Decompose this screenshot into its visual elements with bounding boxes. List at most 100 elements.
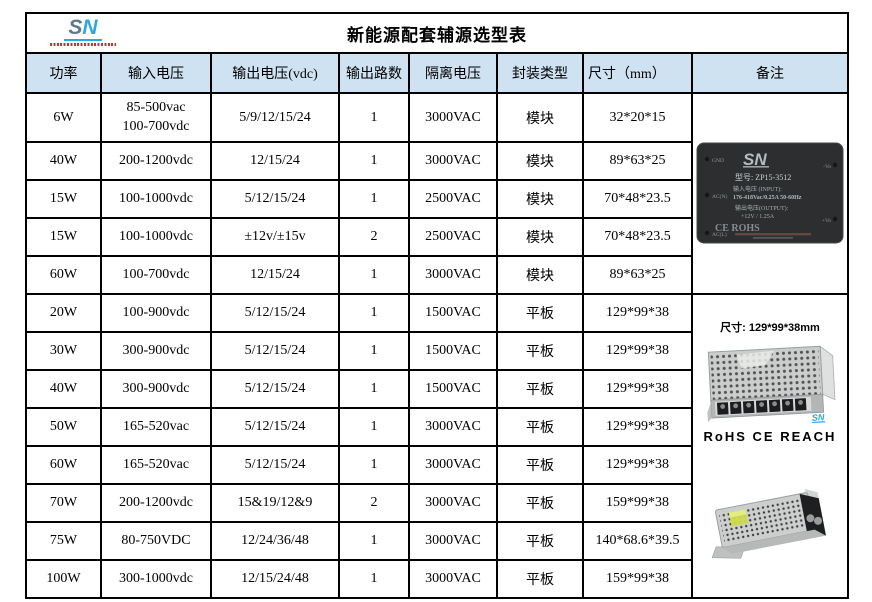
cell-isolation-voltage: 1500VAC: [408, 293, 498, 333]
table-row: 6W 85-500vac 100-700vdc 5/9/12/15/24 1 3…: [25, 92, 849, 295]
col-header-output-channels: 输出路数: [338, 52, 410, 94]
cell-package-type: 模块: [496, 179, 584, 219]
table-row: 75W 80-750VDC 12/24/36/48 1 3000VAC 平板 1…: [25, 521, 848, 561]
cell-input-voltage: 300-900vdc: [100, 331, 212, 371]
cell-output-channels: 2: [338, 483, 410, 523]
cell-power: 70W: [25, 483, 102, 523]
cell-output-voltage: 12/15/24/48: [210, 559, 340, 599]
cell-isolation-voltage: 3000VAC: [408, 141, 498, 181]
cell-package-type: 平板: [496, 331, 584, 371]
cell-output-voltage: 5/9/12/15/24: [210, 92, 340, 143]
svg-text:SN: SN: [743, 150, 767, 169]
cell-output-voltage: 12/15/24: [210, 141, 340, 181]
svg-text:AC(N): AC(N): [712, 193, 727, 200]
cell-output-voltage: 5/12/15/24: [210, 369, 340, 409]
svg-text:SN: SN: [812, 412, 826, 423]
svg-text:-Vo: -Vo: [823, 164, 831, 170]
col-header-remarks: 备注: [691, 52, 849, 94]
table-row: 15W 100-1000vdc ±12v/±15v 2 2500VAC 模块 7…: [25, 217, 848, 257]
cell-package-type: 平板: [496, 445, 584, 485]
title-row: SN 新能源配套辅源选型表: [25, 12, 849, 54]
panel-cert-note: RoHS CE REACH: [703, 429, 837, 444]
cell-isolation-voltage: 3000VAC: [408, 559, 498, 599]
cell-isolation-voltage: 3000VAC: [408, 255, 498, 295]
cell-output-channels: 1: [338, 293, 410, 333]
cell-package-type: 平板: [496, 293, 584, 333]
table-row: 40W 300-900vdc 5/12/15/24 1 1500VAC 平板 1…: [25, 369, 848, 409]
table-row: 60W 165-520vac 5/12/15/24 1 3000VAC 平板 1…: [25, 445, 848, 485]
col-header-isolation-voltage: 隔离电压: [408, 52, 498, 94]
cell-isolation-voltage: 2500VAC: [408, 179, 498, 219]
col-header-power: 功率: [25, 52, 102, 94]
cell-power: 15W: [25, 217, 102, 257]
cell-size: 32*20*15: [582, 92, 693, 143]
panel-psu-photo: SN: [707, 345, 836, 424]
cell-isolation-voltage: 3000VAC: [408, 483, 498, 523]
cell-size: 159*99*38: [582, 483, 693, 523]
cell-isolation-voltage: 3000VAC: [408, 407, 498, 447]
cell-output-voltage: ±12v/±15v: [210, 217, 340, 257]
cell-input-voltage: 100-900vdc: [100, 293, 212, 333]
cell-output-voltage: 5/12/15/24: [210, 407, 340, 447]
cell-size: 89*63*25: [582, 141, 693, 181]
cell-output-channels: 1: [338, 407, 410, 447]
cell-size: 159*99*38: [582, 559, 693, 599]
page-title: 新能源配套辅源选型表: [347, 25, 527, 45]
cell-output-channels: 1: [338, 331, 410, 371]
svg-text:+12V / 1.25A: +12V / 1.25A: [741, 214, 775, 220]
cell-input-voltage: 100-1000vdc: [100, 217, 212, 257]
table-row: 15W 100-1000vdc 5/12/15/24 1 2500VAC 模块 …: [25, 179, 848, 219]
selection-table: SN 新能源配套辅源选型表 功率 输入电压 输出电压(vdc) 输出路数 隔离电…: [25, 12, 849, 599]
cell-isolation-voltage: 1500VAC: [408, 369, 498, 409]
cell-input-voltage: 100-700vdc: [100, 255, 212, 295]
cell-input-voltage: 200-1200vdc: [100, 483, 212, 523]
cell-output-voltage: 5/12/15/24: [210, 445, 340, 485]
cell-output-channels: 1: [338, 369, 410, 409]
cell-input-voltage: 165-520vac: [100, 407, 212, 447]
company-logo: SN: [43, 17, 123, 46]
table-row: 30W 300-900vdc 5/12/15/24 1 1500VAC 平板 1…: [25, 331, 848, 371]
cell-power: 15W: [25, 179, 102, 219]
sn-logo-text: SN: [64, 17, 102, 41]
cell-package-type: 模块: [496, 255, 584, 295]
table-row: 50W 165-520vac 5/12/15/24 1 3000VAC 平板 1…: [25, 407, 848, 447]
cell-output-channels: 2: [338, 217, 410, 257]
cell-size: 140*68.6*39.5: [582, 521, 693, 561]
svg-text:型号: ZP15-3512: 型号: ZP15-3512: [735, 173, 791, 182]
cell-output-voltage: 5/12/15/24: [210, 293, 340, 333]
cell-output-voltage: 12/15/24: [210, 255, 340, 295]
cell-size: 129*99*38: [582, 293, 693, 333]
panel-size-note: 尺寸: 129*99*38mm: [720, 322, 820, 334]
table-row: 70W 200-1200vdc 15&19/12&9 2 3000VAC 平板 …: [25, 483, 848, 523]
cell-size: 129*99*38: [582, 369, 693, 409]
cell-power: 40W: [25, 141, 102, 181]
cell-output-channels: 1: [338, 445, 410, 485]
cell-output-channels: 1: [338, 255, 410, 295]
cell-size: 129*99*38: [582, 331, 693, 371]
svg-text:AC(L): AC(L): [712, 231, 727, 238]
cell-power: 6W: [25, 92, 102, 143]
cell-output-voltage: 5/12/15/24: [210, 179, 340, 219]
cell-power: 40W: [25, 369, 102, 409]
cell-input-voltage: 100-1000vdc: [100, 179, 212, 219]
col-header-package-type: 封装类型: [496, 52, 584, 94]
cell-power: 30W: [25, 331, 102, 371]
col-header-size: 尺寸（mm）: [582, 52, 693, 94]
table-header-row: 功率 输入电压 输出电压(vdc) 输出路数 隔离电压 封装类型 尺寸（mm） …: [25, 52, 849, 94]
cell-package-type: 平板: [496, 521, 584, 561]
logo-caption-microtext: [50, 43, 116, 46]
cell-input-voltage: 300-900vdc: [100, 369, 212, 409]
cell-power: 20W: [25, 293, 102, 333]
cell-package-type: 平板: [496, 369, 584, 409]
cell-power: 60W: [25, 255, 102, 295]
table-row: 40W 200-1200vdc 12/15/24 1 3000VAC 模块 89…: [25, 141, 848, 181]
cell-power: 75W: [25, 521, 102, 561]
cell-power: 60W: [25, 445, 102, 485]
cell-size: 70*48*23.5: [582, 179, 693, 219]
cell-output-channels: 1: [338, 179, 410, 219]
svg-text:+Vo: +Vo: [822, 218, 831, 224]
cell-package-type: 模块: [496, 141, 584, 181]
cell-package-type: 平板: [496, 483, 584, 523]
cell-output-channels: 1: [338, 141, 410, 181]
cell-input-voltage: 85-500vac 100-700vdc: [100, 92, 212, 143]
